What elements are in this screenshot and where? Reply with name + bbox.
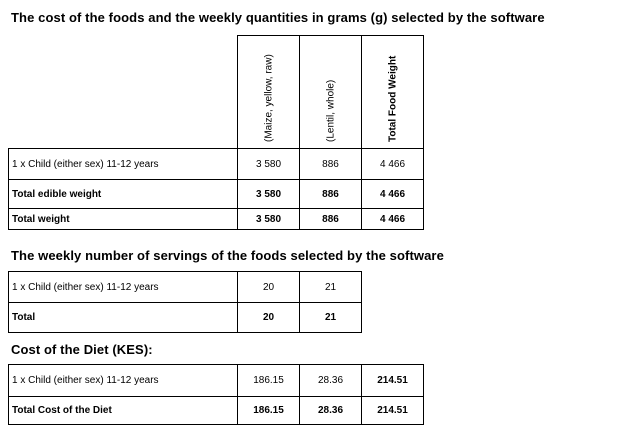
row-label: Total Cost of the Diet [8, 396, 238, 425]
servings-table: 1 x Child (either sex) 11-12 years 20 21… [8, 271, 362, 333]
cell-value: 886 [299, 208, 362, 230]
cell-value: 20 [237, 302, 300, 333]
cell-value: 886 [299, 148, 362, 180]
table-row: Total weight 3 580 886 4 466 [8, 208, 424, 230]
table-row: 1 x Child (either sex) 11-12 years 3 580… [8, 148, 424, 180]
cell-value: 186.15 [237, 364, 300, 397]
row-label: Total weight [8, 208, 238, 230]
table-row: 1 x Child (either sex) 11-12 years 20 21 [8, 271, 362, 303]
header-blank-cell [8, 35, 238, 149]
cell-value: 886 [299, 179, 362, 209]
row-label: Total [8, 302, 238, 333]
header-total-food-weight: Total Food Weight [361, 35, 424, 149]
cell-value: 3 580 [237, 179, 300, 209]
cell-value: 186.15 [237, 396, 300, 425]
cell-value: 28.36 [299, 364, 362, 397]
row-label: 1 x Child (either sex) 11-12 years [8, 364, 238, 397]
table-row: Total Cost of the Diet 186.15 28.36 214.… [8, 396, 424, 425]
cell-value: 214.51 [361, 364, 424, 397]
table-row: Total edible weight 3 580 886 4 466 [8, 179, 424, 209]
cell-value: 20 [237, 271, 300, 303]
section3-title: Cost of the Diet (KES): [11, 342, 153, 357]
table-row: 1 x Child (either sex) 11-12 years 186.1… [8, 364, 424, 397]
row-label: 1 x Child (either sex) 11-12 years [8, 271, 238, 303]
cell-value: 3 580 [237, 148, 300, 180]
cell-value: 214.51 [361, 396, 424, 425]
cell-value: 4 466 [361, 148, 424, 180]
quantities-table: (Maize, yellow, raw) (Lentil, whole) Tot… [8, 35, 424, 230]
section1-title: The cost of the foods and the weekly qua… [11, 10, 545, 25]
header-lentil-label: (Lentil, whole) [325, 79, 336, 142]
cell-value: 4 466 [361, 208, 424, 230]
cost-table: 1 x Child (either sex) 11-12 years 186.1… [8, 364, 424, 425]
header-total-label: Total Food Weight [387, 55, 398, 142]
cell-value: 3 580 [237, 208, 300, 230]
header-lentil: (Lentil, whole) [299, 35, 362, 149]
row-label: 1 x Child (either sex) 11-12 years [8, 148, 238, 180]
cell-value: 21 [299, 271, 362, 303]
table-row: Total 20 21 [8, 302, 362, 333]
cell-value: 21 [299, 302, 362, 333]
section2-title: The weekly number of servings of the foo… [11, 248, 444, 263]
row-label: Total edible weight [8, 179, 238, 209]
header-maize-label: (Maize, yellow, raw) [263, 54, 274, 142]
cell-value: 4 466 [361, 179, 424, 209]
cell-value: 28.36 [299, 396, 362, 425]
quantities-header-row: (Maize, yellow, raw) (Lentil, whole) Tot… [8, 35, 424, 149]
header-maize: (Maize, yellow, raw) [237, 35, 300, 149]
